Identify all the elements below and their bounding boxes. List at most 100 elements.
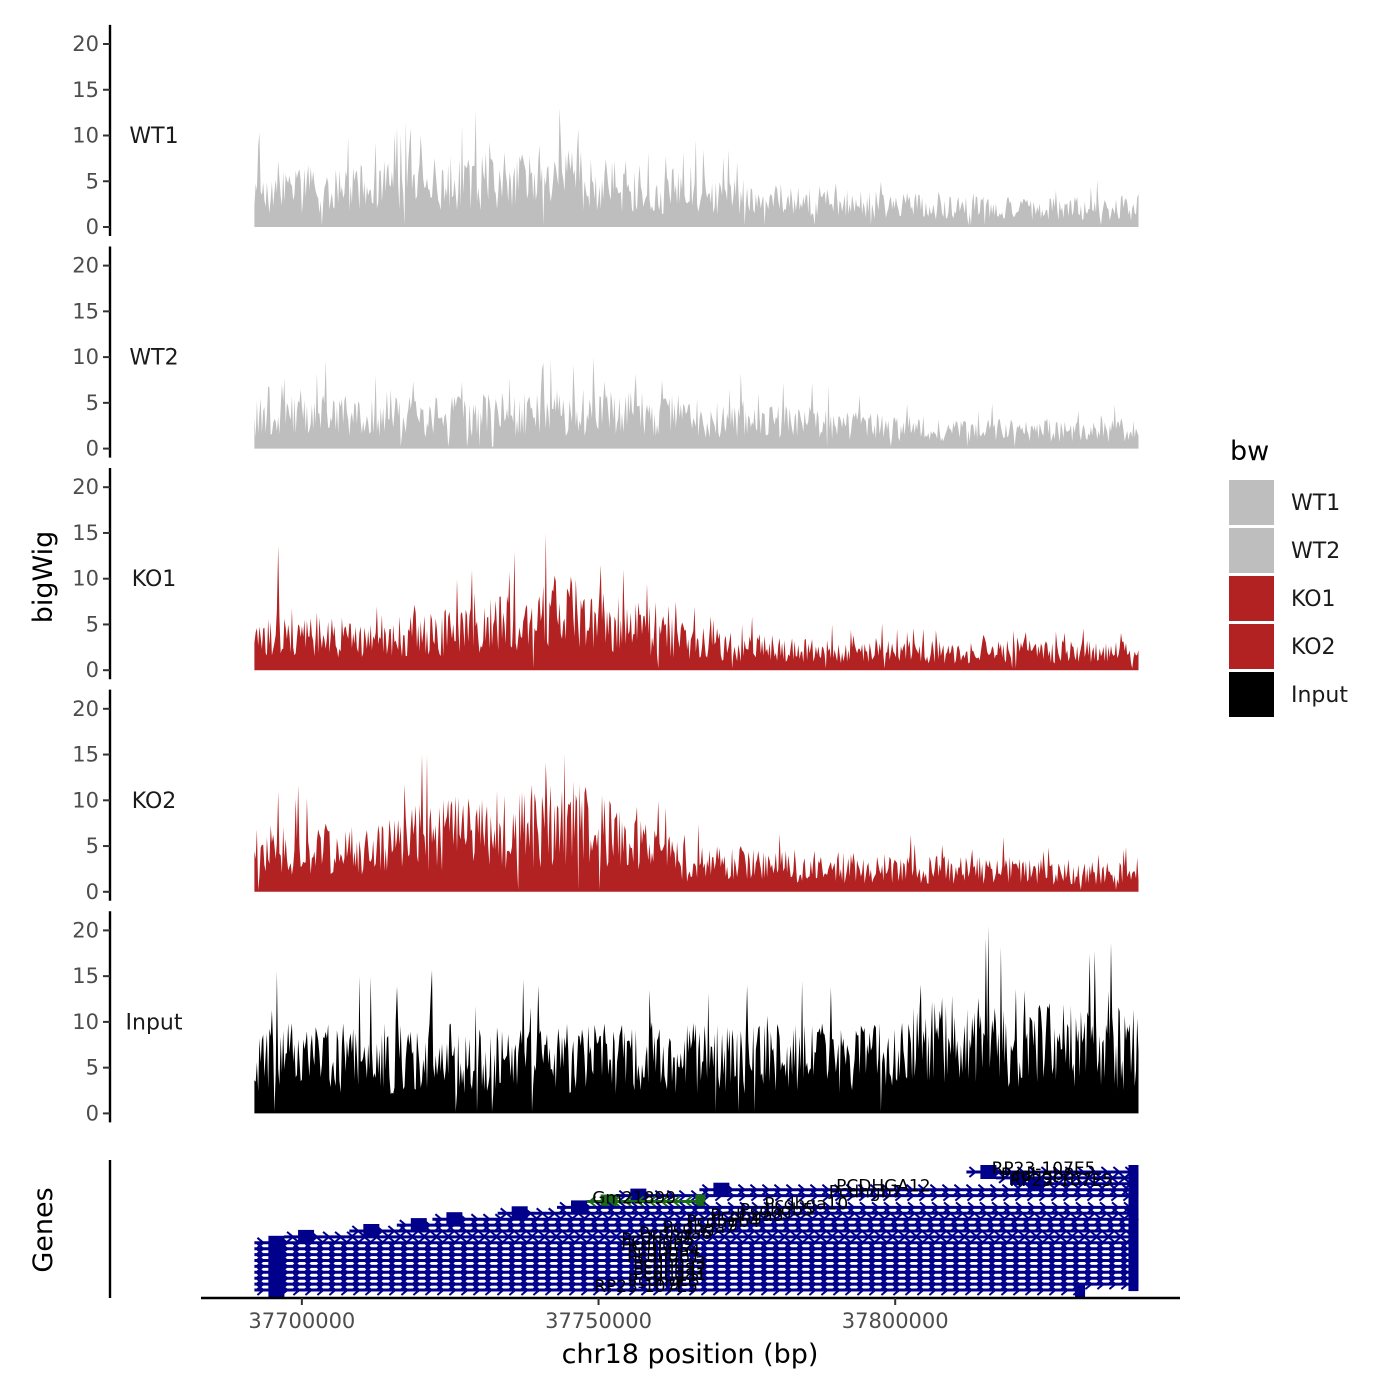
strand-arrow [1086,1189,1095,1202]
strand-arrow [1040,1166,1049,1178]
strand-arrow [942,1189,951,1202]
strand-arrow [870,1189,879,1202]
strand-arrow [334,1231,343,1243]
y-tick-label: 20 [72,918,99,942]
strand-arrow [1064,1166,1073,1178]
track-ko1: 0 5 10 15 20 KO1 [72,468,1139,682]
strand-arrow [820,1284,829,1296]
track-label: WT1 [129,124,178,149]
strand-arrow [968,1207,977,1220]
y-tick-label: 5 [86,169,99,193]
strand-arrow [940,1284,949,1296]
strand-arrow [775,1201,784,1214]
gene-label: Pcdhga10 [764,1194,848,1214]
strand-arrow [990,1189,999,1202]
strand-arrow [423,1225,432,1237]
strand-arrow [607,1201,616,1214]
strand-arrow [906,1189,915,1202]
strand-arrow [970,1231,979,1243]
strand-arrow [286,1231,295,1243]
strand-arrow [1049,1183,1058,1196]
strand-arrow [855,1225,864,1237]
strand-arrow [562,1231,571,1243]
strand-arrow [399,1225,408,1237]
strand-arrow [1052,1207,1061,1220]
strand-arrow [1109,1183,1118,1196]
strand-arrow [598,1231,607,1243]
strand-arrow [624,1195,633,1208]
strand-arrow [424,1284,433,1296]
exon-block [1075,1283,1086,1297]
strand-arrow [1112,1166,1121,1178]
strand-arrow [664,1284,673,1296]
strand-arrow [322,1231,331,1243]
strand-arrow [742,1231,751,1243]
strand-arrow [340,1284,349,1296]
strand-arrow [953,1183,962,1196]
strand-arrow [1000,1284,1009,1296]
strand-arrow [748,1284,757,1296]
strand-arrow [632,1207,641,1220]
track-input: 0 5 10 15 20 Input [72,911,1139,1125]
strand-arrow [544,1284,553,1296]
genes-axis-title: Genes [28,1187,59,1272]
strand-arrow [968,1166,977,1178]
strand-arrow [920,1207,929,1220]
strand-arrow [738,1189,747,1202]
y-tick-label: 10 [72,124,99,148]
strand-arrow [616,1284,625,1296]
strand-arrow [619,1201,628,1214]
strand-arrow [604,1284,613,1296]
strand-arrow [387,1225,396,1237]
strand-arrow [538,1231,547,1243]
strand-arrow [500,1207,509,1220]
strand-arrow [556,1284,565,1296]
strand-arrow [1088,1166,1097,1178]
strand-arrow [358,1231,367,1243]
strand-arrow [761,1183,770,1196]
strand-arrow [646,1231,655,1243]
strand-arrow [838,1231,847,1243]
gene-label: Pcdhgb1 [627,1248,701,1268]
legend-swatch-ko1 [1229,576,1274,621]
track-label: Input [126,1010,183,1035]
x-tick-label: 37800000 [842,1309,949,1333]
strand-arrow [762,1189,771,1202]
strand-arrow [819,1225,828,1237]
strand-arrow [670,1231,679,1243]
strand-arrow [871,1201,880,1214]
strand-arrow [531,1225,540,1237]
strand-arrow [916,1284,925,1296]
strand-arrow [418,1231,427,1243]
strand-arrow [442,1231,451,1243]
gene-label: Pcdhga6 [639,1224,712,1244]
strand-arrow [1075,1201,1084,1214]
strand-arrow [824,1207,833,1220]
strand-arrow [675,1225,684,1237]
strand-arrow [908,1207,917,1220]
strand-arrow [672,1195,681,1208]
strand-arrow [1059,1225,1068,1237]
strand-arrow [706,1231,715,1243]
strand-arrow [862,1231,871,1243]
strand-arrow [1061,1183,1070,1196]
strand-arrow [699,1225,708,1237]
gene-label: Pcdhga3 [633,1253,706,1273]
bigwig-tracks: 0 5 10 15 20 WT1 0 5 10 15 20 WT2 0 5 10 15 20 KO1 0 5 10 15 2… [72,24,1139,1125]
gene-label: Pcdhga1 [633,1265,706,1285]
strand-arrow [588,1195,597,1208]
strand-arrow [701,1183,710,1196]
strand-arrow [595,1201,604,1214]
strand-arrow [881,1183,890,1196]
strand-arrow [688,1284,697,1296]
strand-arrow [930,1189,939,1202]
gene-labels: RP23-107E5Pcdhgb8RP23-107E5PCDHGA12Pcdhg… [592,1159,1113,1297]
gene-label: Pcdhga5 [621,1230,694,1250]
strand-arrow [1016,1207,1025,1220]
strand-arrow [989,1183,998,1196]
gene-label: Pcdhgb7 [829,1183,903,1203]
strand-arrow [727,1201,736,1214]
strand-arrow [1064,1207,1073,1220]
strand-arrow [834,1189,843,1202]
